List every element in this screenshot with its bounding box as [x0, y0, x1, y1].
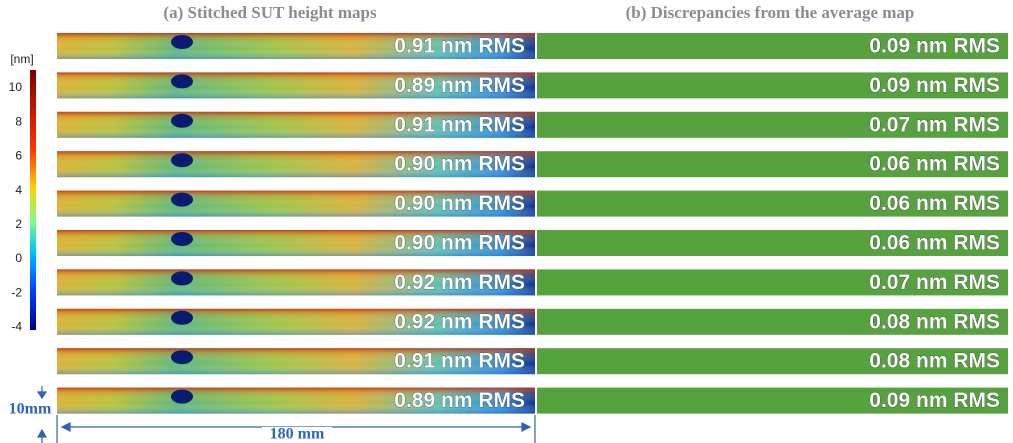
rms-label: 0.89 nm RMS — [394, 74, 525, 97]
colorbar-tick-label: -2 — [11, 285, 22, 299]
rms-label: 0.90 nm RMS — [394, 232, 525, 255]
rms-label: 0.09 nm RMS — [869, 35, 1000, 58]
colorbar-tick-label: 0 — [15, 251, 22, 265]
rms-label: 0.07 nm RMS — [869, 271, 1000, 294]
height-map-dip — [171, 350, 193, 364]
rms-label: 0.91 nm RMS — [394, 350, 525, 373]
colorbar-tick-label: 8 — [15, 114, 22, 128]
height-scale: 10mm — [9, 401, 52, 418]
height-map-dip — [171, 232, 193, 246]
rms-label: 0.91 nm RMS — [394, 35, 525, 58]
height-map-dip — [171, 390, 193, 404]
rms-label: 0.92 nm RMS — [394, 310, 525, 333]
rms-label: 0.06 nm RMS — [869, 192, 1000, 215]
colorbar — [30, 70, 36, 330]
height-map-dip — [171, 35, 193, 49]
rms-label: 0.90 nm RMS — [394, 192, 525, 215]
height-map-dip — [171, 114, 193, 128]
panel-title: (a) Stitched SUT height maps — [163, 3, 377, 22]
height-map-dip — [171, 74, 193, 88]
colorbar-tick-label: 10 — [9, 80, 23, 94]
rms-label: 0.90 nm RMS — [394, 153, 525, 176]
height-map-dip — [171, 153, 193, 167]
colorbar-tick-label: 6 — [15, 149, 22, 163]
height-map-dip — [171, 193, 193, 207]
rms-label: 0.89 nm RMS — [394, 389, 525, 412]
colorbar-tick-label: 2 — [15, 217, 22, 231]
panel-title: (b) Discrepancies from the average map — [626, 3, 915, 22]
rms-label: 0.91 nm RMS — [394, 113, 525, 136]
rms-label: 0.09 nm RMS — [869, 74, 1000, 97]
rms-label: 0.08 nm RMS — [869, 350, 1000, 373]
length-scale: 180 mm — [270, 426, 325, 443]
colorbar-tick-label: 4 — [15, 183, 22, 197]
height-map-dip — [171, 311, 193, 325]
height-map-dip — [171, 271, 193, 285]
rms-label: 0.06 nm RMS — [869, 153, 1000, 176]
figure: (a) Stitched SUT height maps (b) Discrep… — [0, 0, 1013, 443]
rms-label: 0.09 nm RMS — [869, 389, 1000, 412]
colorbar-tick-label: -4 — [11, 320, 22, 334]
rms-label: 0.92 nm RMS — [394, 271, 525, 294]
rms-label: 0.07 nm RMS — [869, 113, 1000, 136]
rms-label: 0.06 nm RMS — [869, 232, 1000, 255]
colorbar-unit: [nm] — [10, 52, 33, 66]
rms-label: 0.08 nm RMS — [869, 310, 1000, 333]
